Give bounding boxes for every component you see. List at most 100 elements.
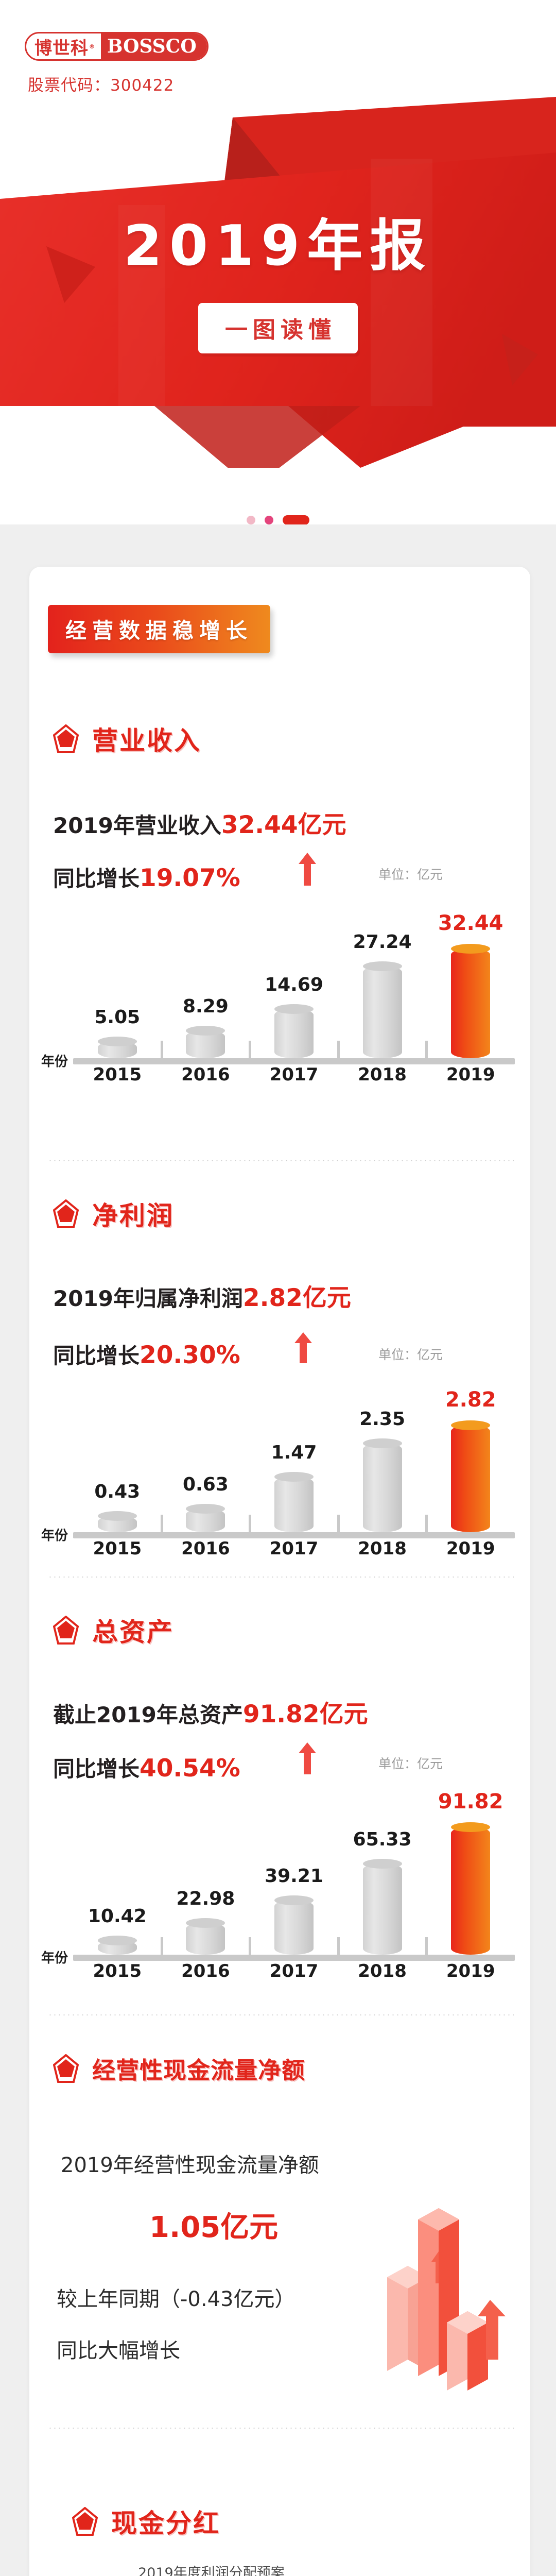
chart-bar (274, 1471, 314, 1532)
chart-x-tick-label: 2016 (181, 1961, 230, 1981)
hero-banner (0, 97, 556, 468)
chart-value-label: 2.35 (359, 1408, 406, 1430)
divider-2 (48, 1577, 514, 1578)
chart-bar (186, 1025, 225, 1058)
chart-tick-mark (160, 1937, 163, 1955)
registered-trademark-icon: ® (89, 43, 95, 50)
chart-tick-mark (337, 1937, 340, 1955)
pentagon-bullet-icon (53, 724, 79, 753)
page-header: 博世科 ® BOSSCO 股票代码：300422 (0, 0, 556, 524)
chart-column: 14.69 2017 (264, 896, 324, 1085)
chart-x-tick-label: 2019 (446, 1064, 495, 1085)
revenue-chart-unit: 单位：亿元 (378, 867, 443, 882)
chart-column: 32.44 2019 (438, 896, 503, 1085)
chart-value-label: 0.43 (94, 1481, 141, 1503)
stock-code-label: 股票代码：300422 (28, 76, 175, 95)
netprofit-stat-total-prefix: 2019年归属净利润 (53, 1286, 243, 1311)
assets-stat-growth-prefix: 同比增长 (53, 1756, 140, 1782)
cashflow-amount: 1.05亿元 (149, 2211, 279, 2244)
chart-value-label: 39.21 (265, 1865, 323, 1887)
chart-x-tick-label: 2018 (358, 1538, 407, 1559)
chart-value-label: 2.82 (445, 1388, 496, 1412)
pentagon-bullet-icon (53, 1199, 79, 1228)
chart-column: 0.63 2016 (176, 1370, 235, 1559)
chart-column: 22.98 2016 (176, 1772, 235, 1981)
chart-tick-mark (425, 1515, 428, 1532)
chart-bar (362, 1859, 402, 1955)
chart-tick-mark (160, 1041, 163, 1058)
chart-tick-mark (249, 1041, 252, 1058)
chart-x-tick-label: 2015 (93, 1961, 142, 1981)
divider-1 (48, 1160, 514, 1161)
chart-tick-mark (160, 1515, 163, 1532)
chart-value-label: 8.29 (182, 995, 229, 1017)
chart-axis-label: 年份 (41, 1528, 68, 1544)
chart-x-tick-label: 2015 (93, 1538, 142, 1559)
chart-value-label: 5.05 (94, 1006, 141, 1028)
cashflow-line-3: 同比大幅增长 (57, 2339, 180, 2363)
divider-3 (48, 2014, 514, 2015)
section-header-netprofit: 净利润 (53, 1195, 174, 1232)
chart-axis-label: 年份 (41, 1951, 68, 1966)
chart-x-tick-label: 2016 (181, 1538, 230, 1559)
chart-column: 91.82 2019 (438, 1772, 503, 1981)
chart-value-label: 32.44 (438, 911, 503, 936)
up-arrow-icon-revenue (299, 853, 316, 886)
assets-stat-total-prefix: 截止2019年总资产 (53, 1702, 243, 1727)
divider-4 (48, 2428, 514, 2429)
chart-x-tick-label: 2017 (269, 1064, 319, 1085)
pentagon-bullet-icon (72, 2507, 98, 2536)
chart-column: 27.24 2018 (353, 896, 412, 1085)
revenue-stat-total: 2019年营业收入32.44亿元 (53, 805, 346, 840)
up-arrow-icon-assets (299, 1742, 316, 1774)
section-header-revenue: 营业收入 (53, 720, 201, 757)
chart-netprofit: 年份 0.43 2015 0.63 2016 1.47 2017 2.35 2018 2.82 20… (38, 1370, 522, 1566)
chart-x-tick-label: 2017 (269, 1538, 319, 1559)
chart-bar (362, 1438, 402, 1532)
logo-pill: 博世科 ® BOSSCO (25, 32, 208, 61)
chart-column: 2.35 2018 (353, 1370, 412, 1559)
netprofit-stat-total: 2019年归属净利润2.82亿元 (53, 1278, 351, 1313)
chart-value-label: 14.69 (265, 974, 323, 995)
chart-x-tick-label: 2016 (181, 1064, 230, 1085)
chart-tick-mark (425, 1937, 428, 1955)
chart-tick-mark (337, 1515, 340, 1532)
pagination-dot-2[interactable] (265, 516, 273, 524)
chart-column: 65.33 2018 (353, 1772, 412, 1981)
chart-bar (186, 1918, 225, 1955)
chart-tick-mark (249, 1937, 252, 1955)
chart-tick-mark (425, 1041, 428, 1058)
chart-plot-area: 0.43 2015 0.63 2016 1.47 2017 2.35 2018 2.82 2019 (73, 1370, 515, 1559)
chart-x-tick-label: 2018 (358, 1064, 407, 1085)
chart-value-label: 10.42 (88, 1905, 147, 1927)
chart-axis-label: 年份 (41, 1054, 68, 1070)
chart-x-tick-label: 2017 (269, 1961, 319, 1981)
netprofit-stat-growth: 同比增长20.30% (53, 1338, 240, 1370)
chart-revenue: 年份 5.05 2015 8.29 2016 14.69 2017 27.24 2018 32.4… (38, 896, 522, 1092)
section-title-revenue: 营业收入 (92, 726, 201, 756)
assets-stat-growth-value: 40.54% (140, 1754, 240, 1783)
revenue-stat-total-value: 32.44亿元 (221, 811, 346, 839)
pagination-dot-active[interactable] (283, 515, 309, 524)
cashflow-line-2: 较上年同期（-0.43亿元） (57, 2287, 296, 2311)
section-header-assets: 总资产 (53, 1612, 174, 1649)
chart-bar-highlight (451, 1822, 491, 1955)
logo-chinese-text: 博世科 (34, 38, 89, 59)
pagination-dot-1[interactable] (247, 516, 255, 524)
netprofit-stat-growth-prefix: 同比增长 (53, 1343, 140, 1368)
chart-tick-mark (337, 1041, 340, 1058)
logo-chinese-name: 博世科 ® (26, 33, 101, 59)
chart-value-label: 91.82 (438, 1789, 503, 1814)
chart-column: 1.47 2017 (264, 1370, 324, 1559)
chart-column: 8.29 2016 (176, 896, 235, 1085)
section-title-netprofit: 净利润 (92, 1201, 174, 1231)
assets-stat-growth: 同比增长40.54% (53, 1752, 240, 1783)
isometric-bars-illustration (387, 2208, 506, 2391)
chart-axis-line (73, 1532, 515, 1538)
section-title-cashflow: 经营性现金流量净额 (92, 2057, 306, 2084)
chart-value-label: 27.24 (353, 931, 412, 953)
chart-bar (362, 961, 402, 1058)
assets-stat-total: 截止2019年总资产91.82亿元 (53, 1694, 368, 1730)
logo-english-name: BOSSCO (101, 33, 207, 59)
pagination-dots[interactable] (0, 515, 556, 524)
